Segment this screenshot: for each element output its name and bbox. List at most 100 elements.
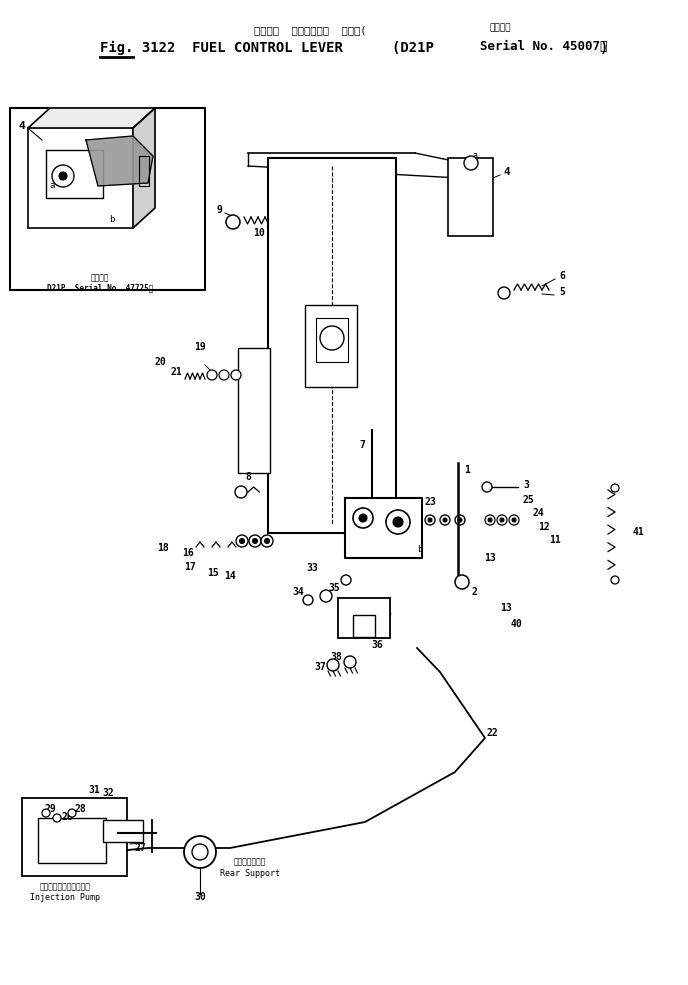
- Text: Rear Support: Rear Support: [220, 870, 280, 879]
- Circle shape: [455, 575, 469, 589]
- Bar: [338, 598, 390, 638]
- Circle shape: [52, 165, 74, 187]
- Bar: [10, 108, 205, 290]
- Bar: [238, 348, 270, 473]
- Text: Serial No. 45007～: Serial No. 45007～: [480, 39, 608, 52]
- Text: 27: 27: [134, 843, 146, 853]
- Circle shape: [249, 535, 261, 547]
- Text: 33: 33: [306, 563, 318, 573]
- Circle shape: [239, 539, 244, 544]
- Text: b: b: [109, 216, 115, 225]
- Bar: [353, 615, 375, 637]
- Text: 29: 29: [44, 804, 56, 814]
- Circle shape: [303, 595, 313, 605]
- Text: 3: 3: [523, 480, 529, 490]
- Text: 12: 12: [538, 522, 550, 532]
- Text: 21: 21: [170, 367, 182, 377]
- Text: 4: 4: [504, 167, 510, 177]
- Bar: [268, 158, 396, 533]
- Circle shape: [344, 656, 356, 668]
- Circle shape: [440, 515, 450, 525]
- Circle shape: [512, 518, 516, 522]
- Text: 26: 26: [61, 812, 73, 822]
- Text: 16: 16: [182, 548, 194, 558]
- Circle shape: [455, 515, 465, 525]
- Circle shape: [184, 836, 216, 868]
- Circle shape: [425, 515, 435, 525]
- Circle shape: [464, 156, 478, 170]
- Text: 25: 25: [522, 495, 534, 505]
- Text: 20: 20: [154, 357, 166, 367]
- Text: 14: 14: [224, 571, 236, 581]
- Text: 17: 17: [184, 562, 196, 572]
- Text: 28: 28: [74, 804, 86, 814]
- Text: D21P  Serial No. 47725～: D21P Serial No. 47725～: [47, 284, 153, 293]
- Circle shape: [458, 518, 462, 522]
- Text: 15: 15: [207, 568, 219, 578]
- Text: Injection Pump: Injection Pump: [30, 893, 100, 902]
- Text: 2: 2: [471, 587, 477, 597]
- Polygon shape: [345, 498, 422, 558]
- Bar: [38, 818, 106, 863]
- Text: 36: 36: [371, 640, 383, 650]
- Text: a: a: [50, 180, 54, 189]
- Text: 31: 31: [88, 785, 100, 795]
- Text: インジェクションポンプ: インジェクションポンプ: [40, 883, 90, 891]
- Text: 8: 8: [245, 472, 251, 482]
- Text: Fig. 3122  FUEL CONTROL LEVER: Fig. 3122 FUEL CONTROL LEVER: [100, 41, 343, 55]
- Circle shape: [59, 172, 67, 180]
- Bar: [22, 798, 127, 876]
- Bar: [305, 305, 357, 387]
- Circle shape: [42, 809, 50, 817]
- Circle shape: [226, 215, 240, 229]
- Text: 13: 13: [484, 553, 496, 563]
- Text: 37: 37: [314, 662, 326, 672]
- Text: 19: 19: [194, 342, 206, 352]
- Text: 34: 34: [292, 587, 304, 597]
- Circle shape: [443, 518, 447, 522]
- Circle shape: [264, 539, 270, 544]
- Text: 22: 22: [486, 728, 498, 738]
- Circle shape: [500, 518, 504, 522]
- Circle shape: [386, 510, 410, 534]
- Text: 4: 4: [19, 121, 25, 131]
- Text: 1: 1: [464, 465, 470, 475]
- Text: a: a: [473, 151, 477, 160]
- Text: 7: 7: [359, 440, 365, 450]
- Bar: [103, 820, 143, 842]
- Text: 11: 11: [549, 535, 561, 545]
- Circle shape: [207, 370, 217, 380]
- Circle shape: [488, 518, 492, 522]
- Circle shape: [353, 508, 373, 528]
- Text: 5: 5: [559, 287, 565, 297]
- Text: 35: 35: [328, 583, 340, 593]
- Circle shape: [53, 814, 61, 822]
- Circle shape: [192, 844, 208, 860]
- Circle shape: [236, 535, 248, 547]
- Circle shape: [498, 287, 510, 299]
- Circle shape: [68, 809, 76, 817]
- Circle shape: [611, 484, 619, 492]
- Text: 6: 6: [559, 271, 565, 281]
- Text: ): ): [600, 41, 608, 55]
- Polygon shape: [133, 108, 155, 228]
- Text: 10: 10: [253, 228, 265, 238]
- Text: 32: 32: [102, 788, 114, 798]
- Circle shape: [252, 539, 257, 544]
- Circle shape: [231, 370, 241, 380]
- Text: 30: 30: [194, 892, 206, 902]
- Text: 18: 18: [157, 543, 169, 553]
- Text: 40: 40: [510, 619, 522, 629]
- Circle shape: [261, 535, 273, 547]
- Text: 38: 38: [330, 652, 342, 662]
- Polygon shape: [86, 136, 153, 186]
- Text: 9: 9: [216, 205, 222, 215]
- Circle shape: [320, 326, 344, 350]
- Text: 24: 24: [532, 508, 544, 518]
- Circle shape: [219, 370, 229, 380]
- Circle shape: [327, 659, 339, 671]
- Polygon shape: [28, 108, 155, 128]
- Text: 13: 13: [500, 603, 512, 613]
- Bar: [28, 128, 133, 228]
- Circle shape: [393, 517, 403, 527]
